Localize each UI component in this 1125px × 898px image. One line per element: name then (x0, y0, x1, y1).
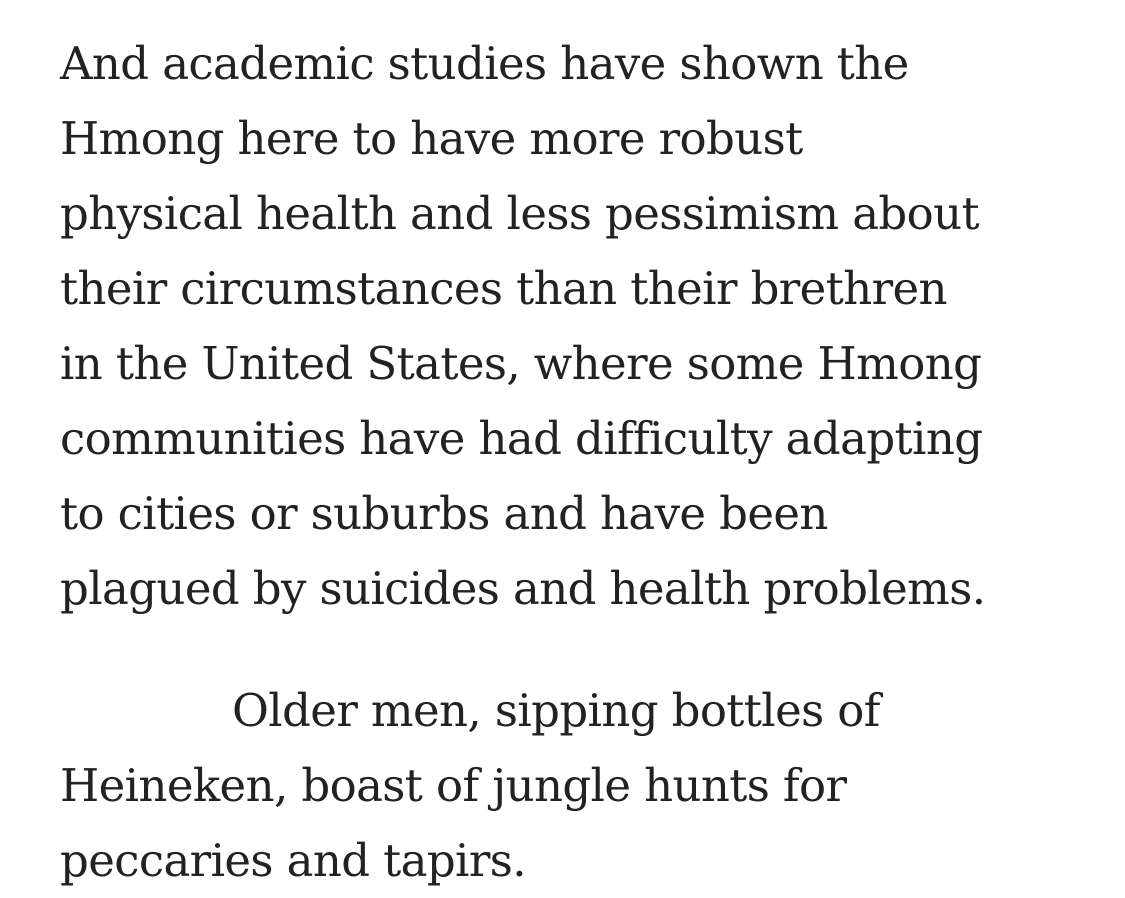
text-line: to cities or suburbs and have been (60, 487, 828, 540)
paragraph-2: Older men, sipping bottles of Heineken, … (60, 673, 1100, 898)
paragraph-spacer (60, 626, 1100, 673)
text-line: in the United States, where some Hmong (60, 337, 982, 390)
paragraph-1: And academic studies have shown the Hmon… (60, 26, 1100, 626)
text-line: Older men, sipping bottles of (232, 684, 880, 737)
text-line: physical health and less pessimism about (60, 187, 980, 240)
text-line: And academic studies have shown the (60, 37, 909, 90)
text-line: plagued by suicides and health problems. (60, 562, 986, 615)
text-line: communities have had difficulty adapting (60, 412, 983, 465)
article-body: And academic studies have shown the Hmon… (60, 26, 1100, 898)
text-line: peccaries and tapirs. (60, 834, 527, 887)
text-line: Heineken, boast of jungle hunts for (60, 759, 847, 812)
text-line: their circumstances than their brethren (60, 262, 948, 315)
text-line: Hmong here to have more robust (60, 112, 803, 165)
